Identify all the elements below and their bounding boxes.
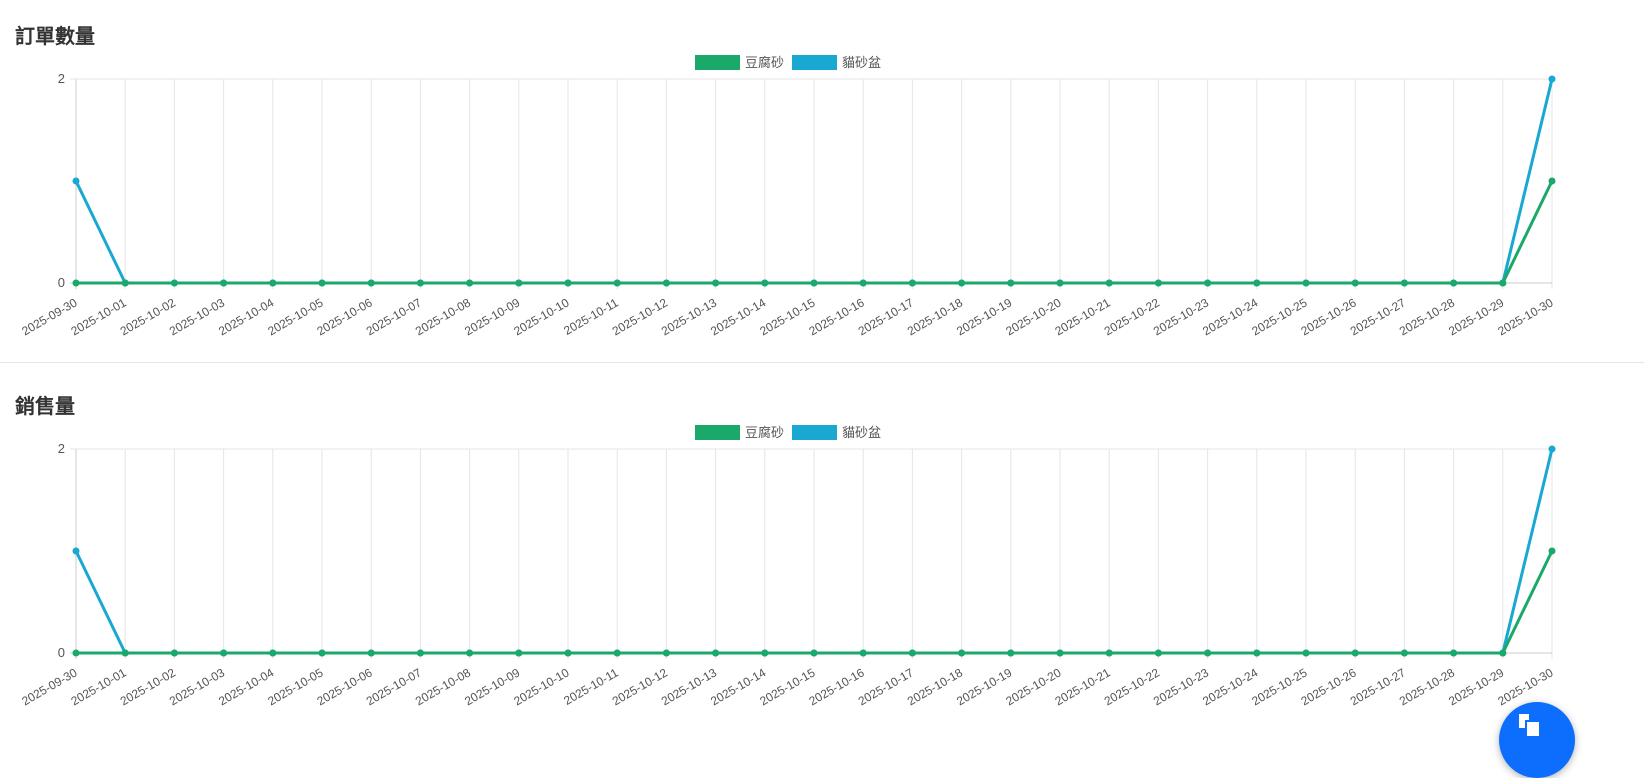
legend-swatch	[792, 55, 837, 70]
chart-title: 銷售量	[15, 396, 75, 418]
copy-fab-button[interactable]	[1499, 702, 1575, 778]
data-point	[859, 649, 867, 657]
data-point	[662, 649, 670, 657]
data-point	[1302, 279, 1310, 287]
x-tick-label: 2025-10-30	[1495, 295, 1555, 338]
data-point	[1056, 279, 1064, 287]
data-point	[1548, 177, 1556, 185]
y-tick-label: 2	[58, 441, 65, 456]
data-point	[1548, 75, 1556, 83]
data-point	[1105, 279, 1113, 287]
data-point	[1204, 279, 1212, 287]
data-point	[416, 279, 424, 287]
data-point	[220, 649, 228, 657]
data-point	[1007, 279, 1015, 287]
data-point	[121, 649, 129, 657]
chart-title: 訂單數量	[15, 26, 95, 48]
data-point	[712, 279, 720, 287]
data-point	[1204, 649, 1212, 657]
data-point	[515, 279, 523, 287]
data-point	[1450, 279, 1458, 287]
y-tick-label: 0	[58, 275, 65, 290]
data-point	[170, 649, 178, 657]
data-point	[367, 649, 375, 657]
x-tick-label: 2025-10-10	[511, 665, 571, 708]
data-point	[367, 279, 375, 287]
data-point	[269, 649, 277, 657]
data-point	[613, 649, 621, 657]
legend-label: 豆腐砂	[745, 55, 784, 70]
sales-volume-section: 銷售量 豆腐砂 貓砂盆 2025-09-30 2025-10-01 2025-10-02…	[0, 370, 1644, 758]
data-point	[416, 649, 424, 657]
data-point	[1105, 649, 1113, 657]
data-point	[810, 279, 818, 287]
order-count-section: 訂單數量 豆腐砂 貓砂盆 2025-09-30 2025-10-01 2025-10-0…	[0, 0, 1644, 362]
data-point	[318, 649, 326, 657]
data-point	[761, 279, 769, 287]
data-point	[1400, 649, 1408, 657]
data-point	[908, 279, 916, 287]
data-point	[1154, 279, 1162, 287]
data-point	[170, 279, 178, 287]
data-point	[72, 547, 80, 555]
data-point	[121, 279, 129, 287]
data-point	[466, 279, 474, 287]
data-point	[72, 279, 80, 287]
data-point	[72, 177, 80, 185]
data-point	[810, 649, 818, 657]
x-tick-label: 2025-10-10	[511, 295, 571, 338]
y-tick-label: 0	[58, 645, 65, 660]
data-point	[564, 649, 572, 657]
data-point	[1400, 279, 1408, 287]
data-point	[466, 649, 474, 657]
data-point	[1351, 279, 1359, 287]
data-point	[1548, 547, 1556, 555]
data-point	[564, 279, 572, 287]
legend-swatch	[695, 425, 740, 440]
data-point	[712, 649, 720, 657]
data-point	[318, 279, 326, 287]
x-tick-label: 2025-10-30	[1495, 665, 1555, 708]
data-point	[859, 279, 867, 287]
data-point	[1499, 649, 1507, 657]
data-point	[662, 279, 670, 287]
data-point	[1450, 649, 1458, 657]
data-point	[958, 649, 966, 657]
data-point	[515, 649, 523, 657]
data-point	[1499, 279, 1507, 287]
data-point	[1548, 445, 1556, 453]
legend-label: 豆腐砂	[745, 425, 784, 440]
data-point	[1351, 649, 1359, 657]
sales-volume-chart: 豆腐砂 貓砂盆2025-09-302025-10-012025-10-022025…	[19, 425, 1556, 708]
section-divider	[0, 362, 1644, 363]
order-count-chart: 豆腐砂 貓砂盆2025-09-302025-10-012025-10-022025…	[19, 55, 1556, 338]
data-point	[1253, 279, 1261, 287]
data-point	[761, 649, 769, 657]
y-tick-label: 2	[58, 71, 65, 86]
data-point	[908, 649, 916, 657]
legend-swatch	[792, 425, 837, 440]
data-point	[1154, 649, 1162, 657]
data-point	[1056, 649, 1064, 657]
data-point	[613, 279, 621, 287]
data-point	[220, 279, 228, 287]
data-point	[72, 649, 80, 657]
data-point	[1253, 649, 1261, 657]
data-point	[1007, 649, 1015, 657]
legend-swatch	[695, 55, 740, 70]
legend-label: 貓砂盆	[842, 55, 881, 70]
legend-label: 貓砂盆	[842, 425, 881, 440]
data-point	[958, 279, 966, 287]
data-point	[1302, 649, 1310, 657]
data-point	[269, 279, 277, 287]
